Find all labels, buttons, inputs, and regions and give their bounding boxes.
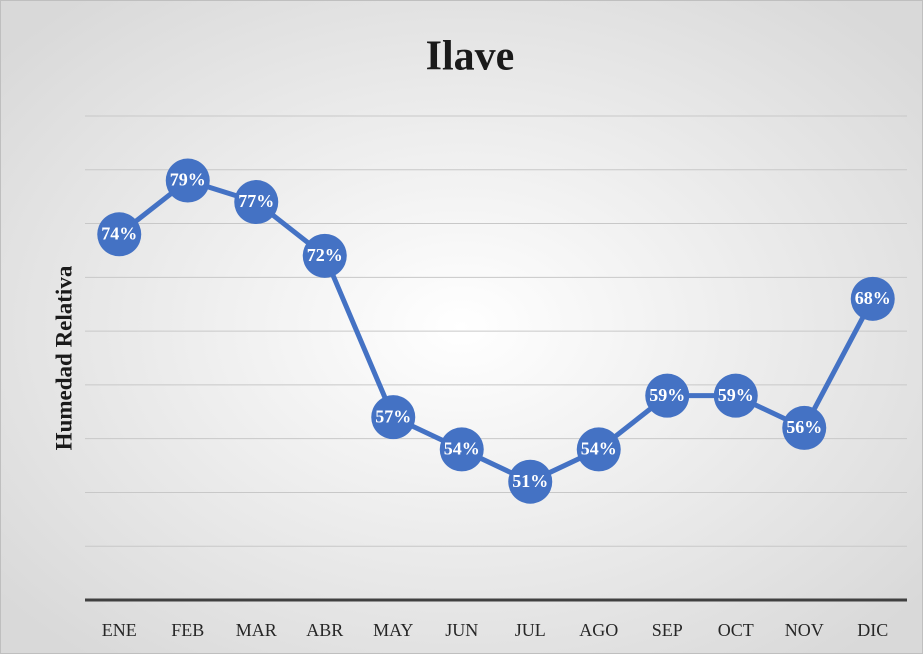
data-point bbox=[850, 276, 895, 321]
data-point bbox=[713, 373, 758, 418]
data-label: 54% bbox=[444, 439, 480, 459]
data-label: 59% bbox=[718, 385, 754, 405]
data-point bbox=[234, 180, 279, 225]
x-tick-label: AGO bbox=[579, 620, 618, 640]
x-tick-label: NOV bbox=[785, 620, 824, 640]
data-label: 74% bbox=[101, 223, 137, 243]
chart-title: Ilave bbox=[426, 34, 515, 80]
data-label: 77% bbox=[238, 191, 274, 211]
x-tick-label: JUN bbox=[445, 620, 478, 640]
x-tick-label: ENE bbox=[102, 620, 137, 640]
data-point bbox=[165, 158, 210, 203]
x-tick-label: OCT bbox=[718, 620, 754, 640]
data-point bbox=[782, 405, 827, 450]
data-point bbox=[576, 427, 621, 472]
x-tick-label: FEB bbox=[171, 620, 204, 640]
data-label: 56% bbox=[786, 417, 822, 437]
data-label: 59% bbox=[649, 385, 685, 405]
data-label: 68% bbox=[855, 288, 891, 308]
data-point bbox=[302, 233, 347, 278]
x-tick-label: MAR bbox=[236, 620, 277, 640]
x-tick-label: MAY bbox=[373, 620, 413, 640]
data-label: 51% bbox=[512, 471, 548, 491]
x-tick-label: DIC bbox=[857, 620, 888, 640]
data-label: 57% bbox=[375, 406, 411, 426]
data-label: 79% bbox=[170, 170, 206, 190]
data-label: 54% bbox=[581, 439, 617, 459]
y-axis-label: Humedad Relativa bbox=[51, 265, 76, 450]
x-tick-label: JUL bbox=[515, 620, 546, 640]
data-label: 72% bbox=[307, 245, 343, 265]
data-point bbox=[371, 395, 416, 440]
data-point bbox=[439, 427, 484, 472]
data-point bbox=[97, 212, 142, 257]
data-point bbox=[508, 459, 553, 504]
x-tick-label: SEP bbox=[652, 620, 683, 640]
x-tick-label: ABR bbox=[306, 620, 343, 640]
data-point bbox=[645, 373, 690, 418]
